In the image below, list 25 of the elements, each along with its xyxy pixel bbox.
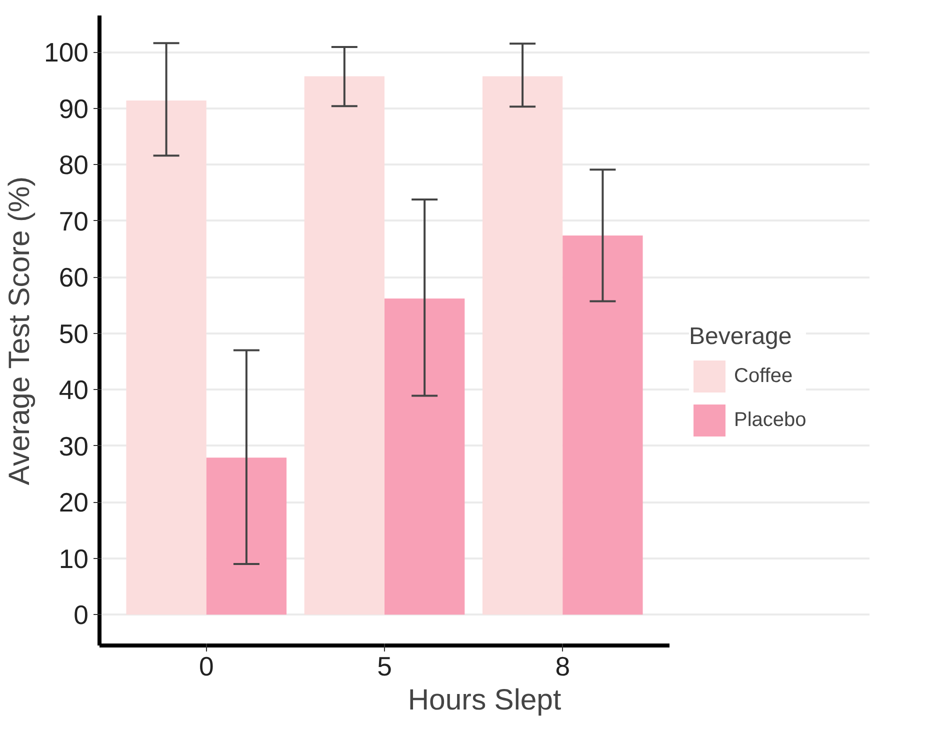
x-tick-label: 5 — [377, 652, 392, 682]
legend-title: Beverage — [689, 323, 793, 351]
y-tick-label: 0 — [74, 600, 89, 630]
x-axis-title: Hours Slept — [408, 684, 562, 716]
bar — [482, 76, 563, 615]
bar — [304, 76, 384, 615]
y-tick-label: 80 — [58, 150, 89, 180]
x-tick-label: 8 — [555, 652, 570, 682]
legend-label: Placebo — [734, 408, 806, 432]
legend-label: Coffee — [734, 364, 793, 388]
bar — [206, 458, 287, 615]
y-axis-title: Average Test Score (%) — [3, 176, 36, 486]
y-tick-label: 30 — [58, 431, 89, 462]
bar — [126, 100, 206, 615]
y-tick-label: 40 — [58, 375, 89, 406]
y-tick-label: 90 — [58, 94, 89, 124]
y-tick-label: 50 — [58, 318, 89, 349]
bar — [562, 235, 643, 615]
x-tick-label: 0 — [198, 652, 214, 682]
y-tick-label: 60 — [58, 262, 89, 293]
bar — [384, 298, 465, 615]
y-tick-label: 10 — [58, 544, 89, 574]
y-tick-label: 70 — [58, 206, 89, 236]
y-tick-label: 20 — [58, 488, 89, 518]
y-tick-label: 100 — [44, 38, 89, 68]
